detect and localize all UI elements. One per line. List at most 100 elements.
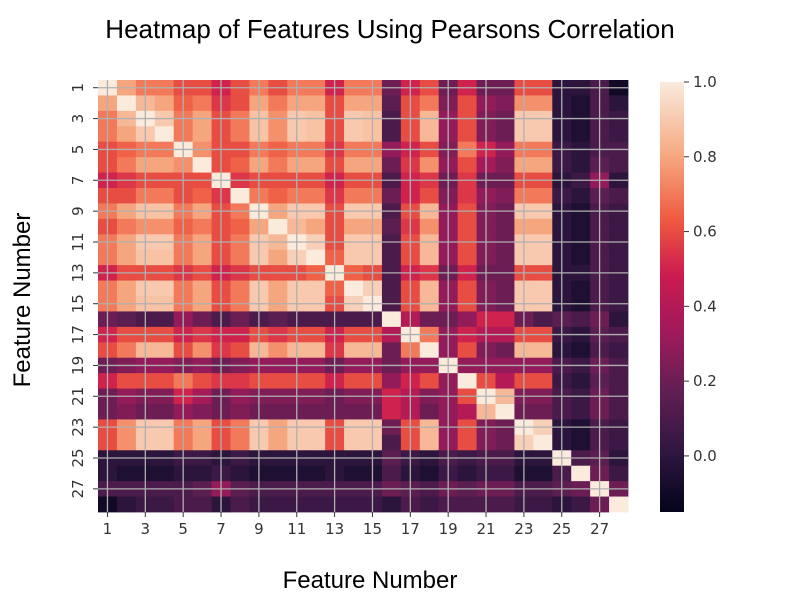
heatmap-cell bbox=[381, 157, 402, 173]
heatmap-cell bbox=[495, 342, 515, 359]
heatmap-cell bbox=[344, 126, 364, 143]
heatmap-cell bbox=[268, 126, 288, 143]
heatmap-cell bbox=[154, 311, 175, 328]
heatmap-cell bbox=[230, 188, 250, 204]
colorbar bbox=[660, 82, 684, 512]
heatmap-cell bbox=[571, 496, 591, 513]
heatmap-cell bbox=[268, 95, 288, 112]
heatmap-cell bbox=[533, 342, 553, 359]
heatmap-cell bbox=[230, 373, 250, 389]
heatmap-cell bbox=[230, 404, 250, 420]
colorbar-tick-label: 0.0 bbox=[693, 447, 717, 465]
heatmap-cell bbox=[381, 342, 402, 359]
heatmap-cell bbox=[344, 404, 364, 420]
x-tick-label: 23 bbox=[514, 520, 533, 538]
heatmap-cell bbox=[495, 496, 515, 513]
x-tick-label: 13 bbox=[325, 520, 344, 538]
heatmap-cell bbox=[381, 126, 402, 143]
heatmap-cell bbox=[533, 157, 553, 173]
heatmap-cell bbox=[419, 465, 440, 482]
heatmap-cell bbox=[495, 280, 515, 297]
heatmap-cell bbox=[457, 342, 477, 359]
heatmap-cell bbox=[306, 218, 326, 235]
heatmap-cell bbox=[495, 188, 515, 204]
heatmap-cell bbox=[192, 496, 212, 513]
heatmap-cell bbox=[457, 188, 477, 204]
heatmap-cell bbox=[457, 95, 477, 112]
chart-title: Heatmap of Features Using Pearsons Corre… bbox=[105, 14, 674, 44]
heatmap-cell bbox=[419, 404, 440, 420]
heatmap-cell bbox=[306, 188, 326, 204]
heatmap-cell bbox=[192, 342, 212, 359]
colorbar-tick-label: 0.8 bbox=[693, 148, 717, 166]
heatmap-cell bbox=[268, 404, 288, 420]
heatmap-cell bbox=[306, 434, 326, 451]
heatmap-cell bbox=[116, 280, 137, 297]
heatmap-cell bbox=[116, 95, 137, 112]
heatmap-cell bbox=[116, 188, 137, 204]
heatmap-cell bbox=[344, 280, 364, 297]
heatmap-cell bbox=[419, 126, 440, 143]
x-tick-label: 11 bbox=[287, 520, 306, 538]
heatmap-cell bbox=[457, 218, 477, 235]
heatmap-cell bbox=[344, 218, 364, 235]
heatmap-cell bbox=[268, 342, 288, 359]
heatmap-cell bbox=[192, 311, 212, 328]
heatmap-cell bbox=[495, 249, 515, 266]
heatmap-cell bbox=[381, 496, 402, 513]
y-tick-label: 17 bbox=[69, 325, 87, 344]
heatmap-cell bbox=[381, 188, 402, 204]
heatmap-cell bbox=[381, 95, 402, 112]
heatmap-cell bbox=[609, 157, 629, 173]
heatmap-cell bbox=[495, 157, 515, 173]
heatmap-cell bbox=[419, 157, 440, 173]
heatmap-cell bbox=[571, 342, 591, 359]
heatmap-cell bbox=[419, 342, 440, 359]
x-tick-label: 19 bbox=[439, 520, 458, 538]
heatmap-cell bbox=[457, 249, 477, 266]
x-tick-label: 21 bbox=[476, 520, 495, 538]
heatmap-cell bbox=[154, 218, 175, 235]
heatmap-cell bbox=[268, 188, 288, 204]
y-tick-label: 5 bbox=[69, 145, 87, 155]
heatmap-cell bbox=[192, 373, 212, 389]
heatmap-cell bbox=[533, 218, 553, 235]
x-axis-label: Feature Number bbox=[283, 567, 458, 594]
heatmap-cell bbox=[533, 373, 553, 389]
heatmap-cell bbox=[344, 434, 364, 451]
heatmap-cell bbox=[230, 434, 250, 451]
x-tick-label: 27 bbox=[590, 520, 609, 538]
heatmap-cell bbox=[457, 465, 477, 482]
heatmap-cell bbox=[192, 434, 212, 451]
colorbar-tick-label: 0.6 bbox=[693, 223, 717, 241]
heatmap-cell bbox=[381, 404, 402, 420]
heatmap-cell bbox=[116, 311, 137, 328]
x-axis-ticks: 1 3 5 7 9 11 13 15 17 19 21 23 25 27 bbox=[103, 512, 609, 538]
x-tick-label: 7 bbox=[216, 520, 226, 538]
heatmap-cell bbox=[154, 496, 175, 513]
heatmap-cell bbox=[533, 404, 553, 420]
heatmap-cell bbox=[495, 434, 515, 451]
heatmap-cell bbox=[192, 404, 212, 420]
heatmap-cell bbox=[381, 465, 402, 482]
heatmap-cell bbox=[116, 126, 137, 143]
heatmap-cell bbox=[306, 373, 326, 389]
x-tick-label: 1 bbox=[103, 520, 113, 538]
heatmap-cell bbox=[457, 434, 477, 451]
heatmap-cell bbox=[116, 434, 137, 451]
heatmap-cell bbox=[192, 95, 212, 112]
heatmap-cell bbox=[116, 496, 137, 513]
heatmap-cell bbox=[571, 218, 591, 235]
y-tick-label: 9 bbox=[69, 206, 87, 216]
heatmap-cell bbox=[116, 404, 137, 420]
heatmap-cell bbox=[419, 188, 440, 204]
heatmap-cell bbox=[344, 311, 364, 328]
heatmap-cell bbox=[230, 95, 250, 112]
heatmap-cell bbox=[609, 311, 629, 328]
heatmap-cell bbox=[419, 434, 440, 451]
heatmap-cell bbox=[154, 404, 175, 420]
heatmap-cell bbox=[457, 311, 477, 328]
y-tick-label: 27 bbox=[69, 479, 87, 498]
heatmap-cell bbox=[154, 95, 175, 112]
